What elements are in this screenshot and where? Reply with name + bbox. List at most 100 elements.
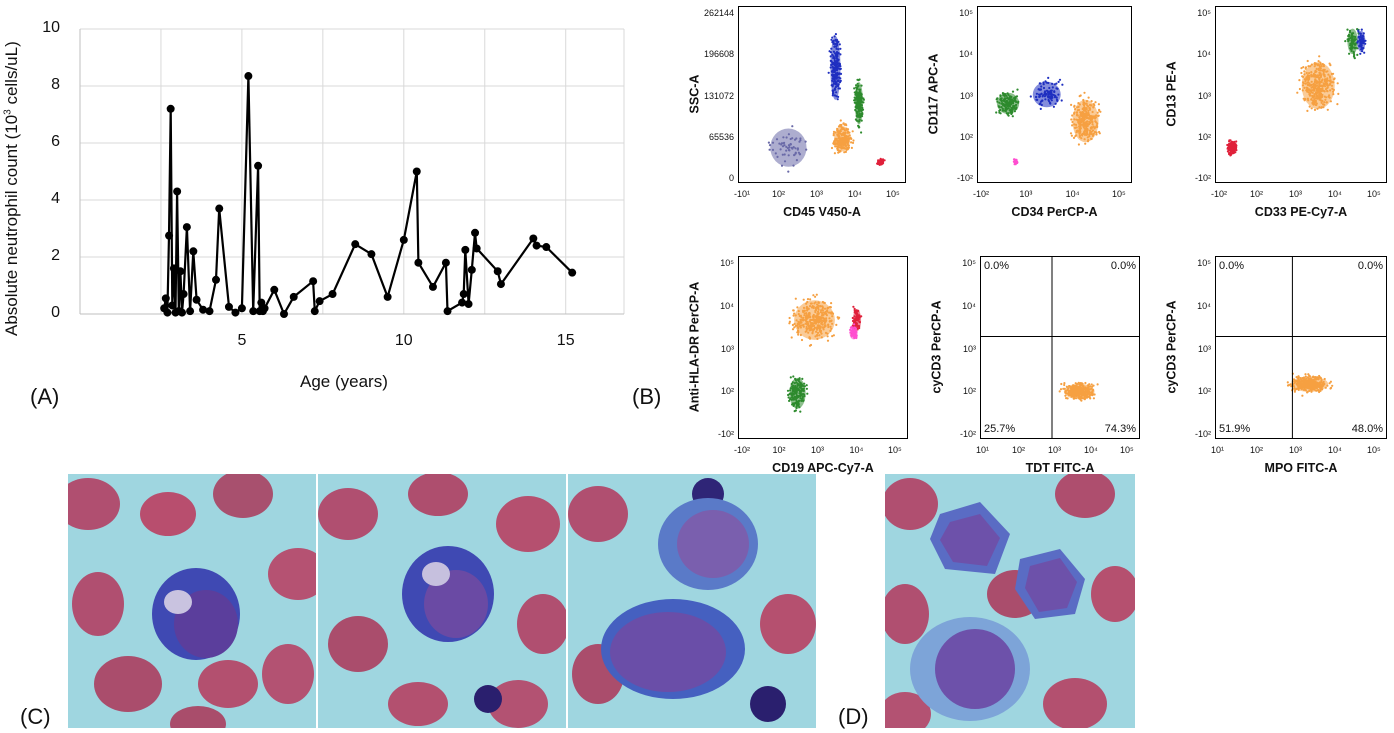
flow-plot-3 bbox=[1215, 6, 1387, 183]
data-point bbox=[471, 228, 480, 237]
event-dot bbox=[1087, 96, 1090, 99]
data-point bbox=[215, 204, 224, 213]
population-core bbox=[849, 326, 858, 340]
data-point bbox=[532, 241, 541, 250]
data-point bbox=[467, 265, 476, 274]
data-point bbox=[412, 167, 421, 176]
event-dot bbox=[1293, 390, 1296, 393]
data-point bbox=[568, 268, 577, 277]
event-dot bbox=[1096, 383, 1099, 386]
event-dot bbox=[1070, 103, 1073, 106]
flow-y-tick: 10² bbox=[962, 386, 976, 397]
flow-x-tick: 10⁴ bbox=[1084, 445, 1098, 455]
data-point bbox=[169, 264, 178, 273]
flow-y-tick: 10⁴ bbox=[959, 49, 973, 60]
flow-x-tick: -10² bbox=[1211, 189, 1228, 199]
population-core bbox=[996, 92, 1020, 114]
data-point bbox=[367, 250, 376, 259]
micrograph-4-image bbox=[885, 474, 1135, 728]
event-dot bbox=[1077, 143, 1080, 146]
event-dot bbox=[1336, 103, 1339, 106]
population-core bbox=[877, 158, 884, 165]
flow-x-tick: 10⁴ bbox=[848, 189, 862, 199]
event-dot bbox=[1304, 373, 1307, 376]
event-dot bbox=[1306, 59, 1309, 63]
event-dot bbox=[1098, 130, 1101, 134]
event-dot bbox=[1318, 55, 1321, 58]
event-dot bbox=[830, 302, 833, 305]
data-point bbox=[428, 282, 437, 291]
event-dot bbox=[1058, 78, 1062, 81]
flow-plot-1 bbox=[738, 6, 906, 183]
y-tick-label: 0 bbox=[51, 304, 60, 321]
y-tick-label: 6 bbox=[51, 133, 60, 150]
flow-x-tick: 10⁵ bbox=[886, 189, 900, 199]
event-dot bbox=[1094, 101, 1097, 104]
x-tick-label: 5 bbox=[237, 332, 247, 349]
event-dot bbox=[853, 91, 856, 94]
y-tick-label: 2 bbox=[51, 247, 60, 264]
event-dot bbox=[797, 333, 800, 336]
event-dot bbox=[852, 139, 855, 142]
event-dot bbox=[851, 130, 854, 133]
event-dot bbox=[793, 312, 796, 315]
x-tick-label: 15 bbox=[556, 332, 575, 349]
event-dot bbox=[793, 326, 796, 329]
flow-y-tick: 10³ bbox=[962, 343, 976, 354]
population-core bbox=[1228, 141, 1237, 154]
flow-y-tick: 10³ bbox=[1197, 90, 1211, 101]
flow-x-tick: 10³ bbox=[810, 189, 824, 199]
event-dot bbox=[1088, 383, 1091, 386]
population-core bbox=[854, 82, 863, 125]
event-dot bbox=[1331, 384, 1334, 387]
data-point bbox=[189, 247, 198, 256]
data-point bbox=[192, 295, 201, 304]
flow-x-tick: 10⁵ bbox=[1367, 189, 1381, 199]
flow-x-tick: 10¹ bbox=[1211, 445, 1225, 455]
event-dot bbox=[1359, 52, 1362, 55]
data-point bbox=[383, 292, 392, 301]
event-dot bbox=[1063, 382, 1066, 385]
micrograph-3-image bbox=[568, 478, 816, 722]
data-point bbox=[161, 294, 170, 303]
event-dot bbox=[1057, 80, 1060, 83]
data-point bbox=[249, 307, 258, 316]
flow-x-axis-label: CD45 V450-A bbox=[783, 205, 861, 219]
flow-y-tick: 65536 bbox=[708, 131, 734, 142]
flow-y-tick: -10² bbox=[1194, 173, 1211, 183]
flow-plot-5 bbox=[980, 256, 1140, 439]
flow-y-tick: 10⁵ bbox=[1197, 8, 1211, 18]
data-point bbox=[199, 305, 208, 314]
event-dot bbox=[852, 305, 855, 308]
event-dot bbox=[1328, 382, 1331, 385]
event-dot bbox=[850, 146, 853, 149]
data-point bbox=[459, 290, 468, 299]
flow-y-tick: 131072 bbox=[703, 90, 734, 101]
event-dot bbox=[853, 87, 856, 90]
event-dot bbox=[1011, 115, 1014, 118]
micrograph-1 bbox=[68, 474, 316, 728]
quadrant-percent: 0.0% bbox=[1219, 260, 1245, 272]
flow-y-tick: -10² bbox=[1194, 429, 1211, 439]
event-dot bbox=[1329, 387, 1332, 390]
micrograph-3 bbox=[568, 474, 816, 728]
flow-y-tick: 10³ bbox=[1197, 343, 1211, 354]
event-dot bbox=[1052, 105, 1055, 108]
flow-x-tick: 10² bbox=[1250, 445, 1264, 455]
event-dot bbox=[806, 298, 810, 301]
data-point bbox=[280, 310, 288, 318]
event-dot bbox=[839, 119, 842, 122]
event-dot bbox=[826, 335, 829, 338]
event-dot bbox=[1099, 110, 1102, 113]
event-dot bbox=[831, 36, 834, 39]
flow-y-tick: 10³ bbox=[720, 343, 734, 354]
event-dot bbox=[1060, 99, 1063, 102]
event-dot bbox=[768, 148, 771, 151]
event-dot bbox=[833, 152, 836, 155]
event-dot bbox=[1065, 397, 1068, 400]
data-point bbox=[493, 267, 502, 276]
event-dot bbox=[809, 298, 812, 301]
flow-x-tick: 10² bbox=[1012, 445, 1026, 455]
flow-y-tick: 10⁴ bbox=[720, 300, 734, 311]
event-dot bbox=[1302, 66, 1305, 69]
